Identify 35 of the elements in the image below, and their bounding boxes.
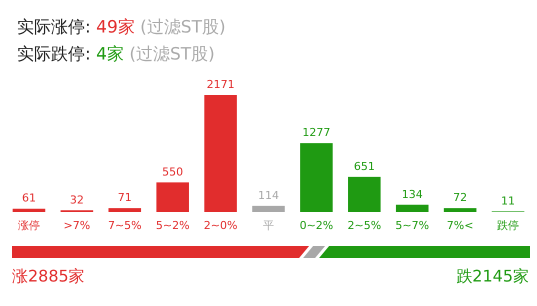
bar xyxy=(252,206,285,212)
x-tick-label: 7~5% xyxy=(108,219,142,232)
bar xyxy=(300,143,333,212)
data-label: 71 xyxy=(118,191,132,204)
x-tick-label: 涨停 xyxy=(18,219,40,232)
x-tick-label: 0~2% xyxy=(300,219,334,232)
chart-subtitle: 实际跌停: 4家 (过滤ST股) xyxy=(17,44,215,64)
bar xyxy=(108,208,142,212)
bar xyxy=(204,95,237,212)
data-label: 550 xyxy=(162,165,184,178)
x-tick-label: 5~7% xyxy=(395,219,430,232)
bar xyxy=(156,182,189,212)
bar xyxy=(396,204,429,212)
bar xyxy=(348,176,381,212)
data-label: 61 xyxy=(22,192,36,205)
data-label: 32 xyxy=(70,193,84,206)
data-label: 2171 xyxy=(206,78,235,91)
x-tick-label: 7%< xyxy=(446,219,474,232)
bar xyxy=(444,208,476,212)
data-label: 72 xyxy=(453,191,468,204)
x-tick-label: 跌停 xyxy=(497,219,520,232)
data-label: 11 xyxy=(501,194,516,208)
data-label: 134 xyxy=(402,188,423,201)
data-label: 114 xyxy=(258,188,279,202)
x-tick-label: >7% xyxy=(64,219,90,232)
x-tick-label: 平 xyxy=(263,219,274,232)
x-tick-label: 2~0% xyxy=(204,219,238,232)
data-label: 1277 xyxy=(302,126,330,140)
bar xyxy=(12,208,46,212)
x-tick-label: 5~2% xyxy=(156,219,190,232)
chart-title: 实际涨停: 49家 (过滤ST股) xyxy=(17,18,226,38)
x-tick-label: 2~5% xyxy=(347,219,382,232)
text: 涨2885家 xyxy=(12,266,85,286)
text: 跌2145家 xyxy=(456,266,529,286)
data-label: 651 xyxy=(354,160,375,173)
